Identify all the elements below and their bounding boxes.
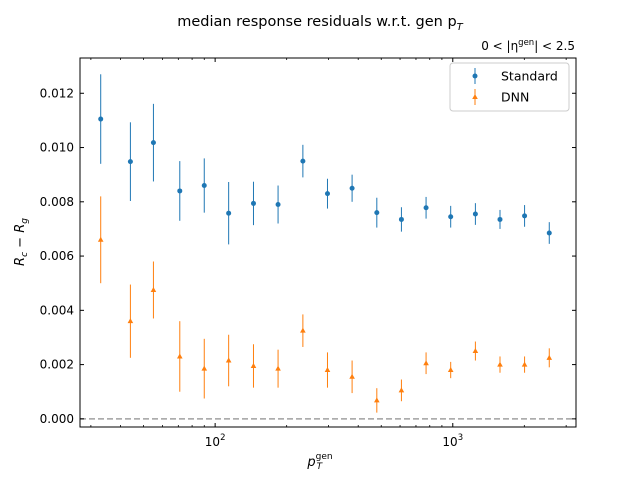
dnn-point: [324, 367, 331, 373]
x-tick-label: 103: [442, 433, 463, 449]
standard-point: [201, 183, 207, 189]
y-label-minus: −: [13, 233, 28, 252]
dnn-point: [349, 373, 355, 379]
dnn-point: [521, 361, 528, 367]
chart-title-main: median response residuals w.r.t. gen p: [177, 14, 456, 30]
y-tick-label: 0.006: [40, 249, 74, 263]
x-axis: 102 103: [90, 58, 567, 449]
dnn-point: [546, 354, 553, 360]
legend-standard-marker: [472, 73, 478, 79]
dnn-point: [447, 367, 454, 373]
standard-point: [177, 188, 183, 194]
standard-point: [300, 158, 306, 164]
standard-point: [226, 210, 232, 216]
y-label-part1: R: [13, 257, 28, 266]
standard-point: [250, 200, 256, 206]
x-label-subscript: T: [317, 462, 324, 472]
standard-point: [472, 211, 478, 217]
standard-point: [423, 205, 429, 211]
series-dnn: [97, 196, 553, 413]
dnn-point: [275, 365, 281, 371]
y-label-sub1: c: [20, 252, 30, 257]
legend-dnn-label: DNN: [501, 90, 529, 105]
standard-point: [448, 214, 454, 220]
dnn-point: [97, 236, 104, 242]
standard-point: [324, 191, 330, 197]
standard-point: [127, 159, 133, 165]
standard-point: [522, 213, 528, 219]
x-tick-label: 102: [205, 433, 226, 449]
legend-dnn-marker: [472, 94, 478, 99]
standard-point: [546, 230, 552, 236]
chart-title: median response residuals w.r.t. gen pT: [177, 14, 463, 33]
dnn-point: [127, 318, 134, 324]
x-axis-label: pgen T: [306, 452, 332, 472]
chart-title-subscript: T: [457, 22, 464, 33]
dnn-point: [497, 361, 503, 367]
eta-range-superscript: gen: [518, 38, 534, 48]
y-tick-label: 0.002: [40, 358, 74, 372]
y-label-sub2: g: [20, 218, 30, 224]
dnn-point: [423, 360, 429, 366]
standard-point: [398, 216, 404, 222]
y-axis-label: Rc − Rg: [13, 218, 30, 266]
axes-frame: [79, 57, 577, 428]
standard-point: [374, 210, 380, 216]
standard-point: [98, 116, 104, 122]
dnn-point: [201, 365, 208, 371]
dnn-point: [374, 397, 380, 403]
dnn-point: [250, 362, 257, 368]
legend-standard-label: Standard: [501, 69, 558, 84]
dnn-point: [398, 387, 405, 393]
legend-item-standard: Standard: [472, 68, 558, 84]
plot-area: [80, 74, 576, 420]
dnn-point: [225, 357, 232, 363]
dnn-point: [472, 348, 479, 354]
legend-box: [449, 62, 570, 112]
x-label-superscript: gen: [316, 452, 333, 462]
dnn-point: [150, 286, 157, 292]
standard-point: [349, 185, 355, 191]
y-tick-label: 0.012: [40, 86, 74, 100]
standard-point: [275, 202, 281, 208]
y-label-part2: R: [13, 224, 28, 233]
y-tick-label: 0.010: [40, 141, 74, 155]
y-tick-label: 0.004: [40, 303, 74, 317]
eta-range-suffix: | < 2.5: [534, 39, 575, 53]
y-axis: 0.000 0.002 0.004 0.006 0.008 0.010 0.012: [40, 86, 576, 426]
legend: Standard DNN: [449, 62, 570, 112]
y-tick-label: 0.000: [40, 412, 74, 426]
y-tick-label: 0.008: [40, 195, 74, 209]
standard-point: [497, 216, 503, 222]
legend-item-dnn: DNN: [472, 89, 529, 105]
dnn-point: [176, 353, 183, 359]
standard-point: [150, 140, 156, 146]
eta-range-prefix: 0 < |η: [481, 39, 518, 53]
series-standard: [98, 74, 552, 245]
dnn-point: [300, 327, 306, 333]
eta-range-label: 0 < |ηgen| < 2.5: [481, 38, 575, 53]
x-label-base: p: [306, 455, 315, 470]
